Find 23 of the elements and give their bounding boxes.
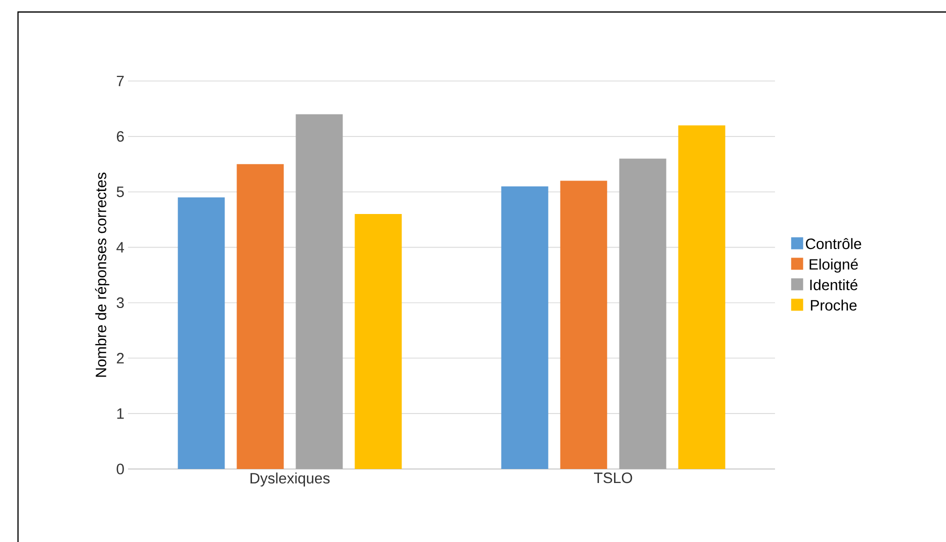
bar: [678, 125, 726, 469]
y-tick-label: 4: [116, 242, 124, 252]
legend-label: Identité: [810, 279, 858, 290]
y-tick-label: 5: [116, 186, 124, 198]
legend-label: Contrôle: [806, 238, 862, 250]
y-axis-title: Nombre de réponses correctes: [95, 172, 110, 377]
bar: [236, 164, 284, 469]
bar: [354, 214, 402, 469]
bar: [560, 180, 608, 469]
y-tick-label: 6: [116, 131, 124, 142]
legend-label: Eloigné: [810, 258, 858, 273]
y-tick-label: 0: [116, 464, 124, 474]
y-tick-label: 7: [116, 76, 124, 86]
x-tick-label: TSLO: [594, 472, 632, 484]
y-tick-label: 2: [116, 352, 124, 364]
bar: [619, 158, 666, 469]
bar: [178, 197, 225, 469]
legend-label: Proche: [810, 300, 857, 311]
y-tick-label: 3: [116, 297, 124, 308]
x-tick-label: Dyslexiques: [250, 472, 330, 487]
y-tick-label: 1: [117, 408, 124, 419]
bar: [501, 186, 548, 469]
bar: [296, 114, 343, 469]
